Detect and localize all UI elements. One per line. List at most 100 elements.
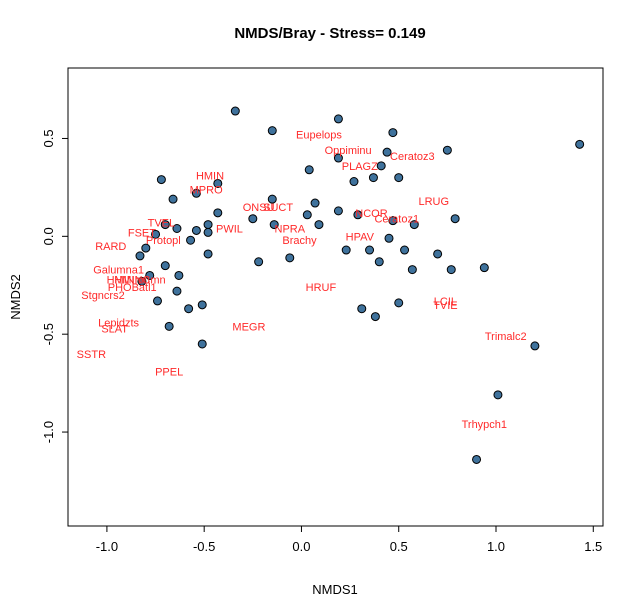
species-label: MEGR xyxy=(232,321,265,333)
species-label: Protopl xyxy=(146,235,181,247)
species-label: HMIN xyxy=(196,171,224,183)
site-point xyxy=(203,227,213,237)
site-point xyxy=(388,128,398,138)
x-axis: -1.0 -0.5 0.0 0.5 1.0 1.5 xyxy=(96,526,602,554)
y-tick-label: -0.5 xyxy=(41,323,56,345)
species-label: PLAGZ xyxy=(342,161,378,173)
site-point xyxy=(267,194,277,204)
species-label: Oppiminu xyxy=(325,145,372,157)
site-point xyxy=(160,261,170,271)
site-point xyxy=(333,153,343,163)
species-label: SSTR xyxy=(77,349,106,361)
species-label: Ceratoz1 xyxy=(374,214,419,226)
site-point xyxy=(302,210,312,220)
x-axis-label: NMDS1 xyxy=(312,582,358,597)
site-point xyxy=(407,265,417,275)
site-point xyxy=(160,220,170,230)
species-label: Stgncrs2 xyxy=(81,290,124,302)
site-point xyxy=(164,321,174,331)
species-label: LRUG xyxy=(418,196,449,208)
site-point xyxy=(304,165,314,175)
site-point xyxy=(382,147,392,157)
site-point xyxy=(333,206,343,216)
site-point xyxy=(368,173,378,183)
species-label: HPAV xyxy=(346,231,375,243)
site-point xyxy=(433,249,443,259)
species-label: ONSU xyxy=(243,202,275,214)
species-label: PWIL xyxy=(216,223,243,235)
species-label: Eupelops xyxy=(296,130,342,142)
site-point xyxy=(191,188,201,198)
species-label: HMINCmn xyxy=(114,274,165,286)
species-label: PPEL xyxy=(155,366,183,378)
site-point xyxy=(388,216,398,226)
site-point xyxy=(186,235,196,245)
site-point xyxy=(349,177,359,187)
site-point xyxy=(450,214,460,224)
site-point xyxy=(254,257,264,267)
species-label: Galumna1 xyxy=(93,265,144,277)
species-label: Trhypch1 xyxy=(462,419,507,431)
site-point xyxy=(168,194,178,204)
site-point xyxy=(191,225,201,235)
x-tick-label: -1.0 xyxy=(96,539,118,554)
x-tick-label: 0.0 xyxy=(292,539,310,554)
site-point xyxy=(374,257,384,267)
species-label: SLAT xyxy=(101,323,128,335)
species-label: HRUF xyxy=(306,282,337,294)
site-point xyxy=(446,265,456,275)
site-point xyxy=(370,312,380,322)
species-label: Ceratoz3 xyxy=(390,151,435,163)
species-label: Brachy xyxy=(282,235,317,247)
site-point xyxy=(310,198,320,208)
species-label: NPRA xyxy=(275,223,306,235)
site-point xyxy=(172,223,182,233)
species-label: TVEL xyxy=(148,218,176,230)
site-point xyxy=(145,270,155,280)
site-point xyxy=(314,220,324,230)
x-tick-label: 1.0 xyxy=(487,539,505,554)
site-point xyxy=(493,390,503,400)
site-point xyxy=(384,233,394,243)
site-point xyxy=(248,214,258,224)
site-point xyxy=(285,253,295,263)
y-axis: -1.0 -0.5 0.0 0.5 xyxy=(41,129,68,443)
site-point xyxy=(152,296,162,306)
species-label: LCIL xyxy=(434,296,457,308)
x-tick-label: -0.5 xyxy=(193,539,215,554)
species-label: SUCT xyxy=(263,202,293,214)
site-point xyxy=(203,249,213,259)
site-point xyxy=(530,341,540,351)
site-point xyxy=(174,270,184,280)
site-point xyxy=(151,229,161,239)
species-label: MPRO xyxy=(190,184,223,196)
site-point xyxy=(409,220,419,230)
species-label: Trimalc2 xyxy=(485,331,527,343)
species-label: HMINmn xyxy=(107,274,150,286)
site-point xyxy=(184,304,194,314)
plot-area xyxy=(67,67,604,527)
site-point xyxy=(376,161,386,171)
x-tick-label: 0.5 xyxy=(390,539,408,554)
site-point xyxy=(365,245,375,255)
species-label: TVIE xyxy=(433,300,457,312)
site-point xyxy=(472,454,482,464)
site-point xyxy=(137,276,147,286)
y-axis-label: NMDS2 xyxy=(8,274,23,320)
site-point xyxy=(230,106,240,116)
y-tick-label: 0.5 xyxy=(41,129,56,147)
site-point xyxy=(172,286,182,296)
chart-title: NMDS/Bray - Stress= 0.149 xyxy=(234,25,425,42)
site-point xyxy=(197,300,207,310)
y-tick-label: 0.0 xyxy=(41,227,56,245)
site-point xyxy=(394,173,404,183)
site-points xyxy=(135,106,585,464)
site-point xyxy=(213,208,223,218)
y-tick-label: -1.0 xyxy=(41,421,56,443)
site-point xyxy=(135,251,145,261)
site-point xyxy=(357,304,367,314)
x-tick-label: 1.5 xyxy=(584,539,602,554)
site-point xyxy=(197,339,207,349)
site-point xyxy=(333,114,343,124)
